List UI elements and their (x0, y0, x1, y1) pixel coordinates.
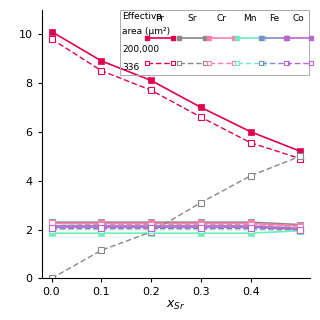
Text: Cr: Cr (217, 14, 227, 23)
Text: Sr: Sr (188, 14, 197, 23)
Text: 200,000: 200,000 (122, 44, 159, 53)
Text: Effective: Effective (122, 12, 162, 21)
Text: 336: 336 (122, 63, 140, 72)
Text: area (μm²): area (μm²) (122, 27, 170, 36)
Text: Pr: Pr (156, 14, 164, 23)
Text: Fe: Fe (269, 14, 279, 23)
Bar (120, 10, 309, 76)
X-axis label: $x_{Sr}$: $x_{Sr}$ (166, 299, 186, 312)
Text: Mn: Mn (243, 14, 257, 23)
Text: Co: Co (292, 14, 304, 23)
